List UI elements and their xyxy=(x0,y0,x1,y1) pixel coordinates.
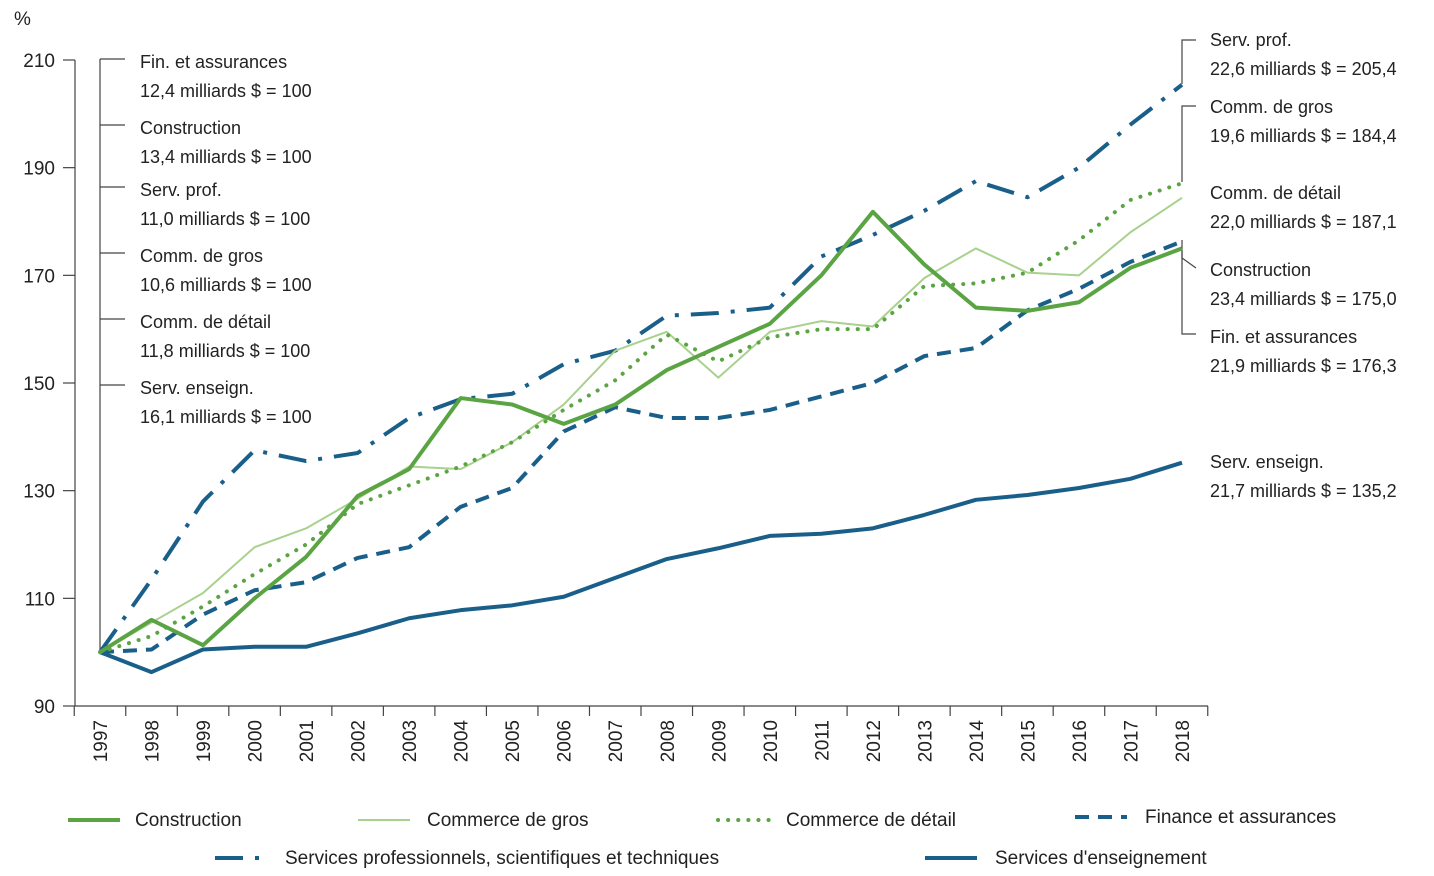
annotation: 13,4 milliards $ = 100 xyxy=(140,147,312,167)
annotation: Comm. de gros xyxy=(1210,97,1333,117)
annotation: 23,4 milliards $ = 175,0 xyxy=(1210,289,1397,309)
x-tick-label: 1997 xyxy=(91,720,112,762)
x-tick-label: 2016 xyxy=(1070,720,1091,762)
annotation: Serv. enseign. xyxy=(1210,452,1324,472)
x-tick-label: 2010 xyxy=(761,720,782,762)
y-tick-label: 210 xyxy=(23,51,55,72)
x-tick-label: 2006 xyxy=(555,720,576,762)
annotation: 11,0 milliards $ = 100 xyxy=(140,209,310,229)
x-tick-label: 2015 xyxy=(1018,720,1039,762)
annotation: Serv. prof. xyxy=(140,180,222,200)
x-tick-label: 2001 xyxy=(297,720,318,762)
annotation: Comm. de détail xyxy=(1210,183,1341,203)
legend-label: Commerce de gros xyxy=(427,810,589,831)
x-tick-label: 2002 xyxy=(349,720,370,762)
annotation: 19,6 milliards $ = 184,4 xyxy=(1210,126,1397,146)
x-tick-label: 2000 xyxy=(246,720,267,762)
annotation: Construction xyxy=(140,118,241,138)
x-tick-label: 2017 xyxy=(1121,720,1142,762)
y-tick-label: 90 xyxy=(34,697,55,718)
x-tick-label: 1999 xyxy=(194,720,215,762)
legend-label: Finance et assurances xyxy=(1145,807,1336,828)
y-axis-label: % xyxy=(14,9,31,30)
right-brackets xyxy=(1181,39,1197,335)
x-tick-label: 2009 xyxy=(709,720,730,762)
y-tick-label: 110 xyxy=(25,589,55,610)
series-line xyxy=(98,209,1183,654)
annotation: Fin. et assurances xyxy=(1210,327,1357,347)
annotation: 21,7 milliards $ = 135,2 xyxy=(1210,481,1397,501)
legend-label: Construction xyxy=(135,810,242,831)
x-tick-label: 2004 xyxy=(452,720,473,763)
y-tick-label: 130 xyxy=(23,482,55,503)
x-tick-label: 2013 xyxy=(915,720,936,762)
legend-label: Services d'enseignement xyxy=(995,848,1207,869)
legend-label: Services professionnels, scientifiques e… xyxy=(285,848,719,869)
annotation: Fin. et assurances xyxy=(140,52,287,72)
annotation: 16,1 milliards $ = 100 xyxy=(140,407,312,427)
y-tick-label: 170 xyxy=(23,266,55,287)
series-line xyxy=(99,239,1183,655)
x-tick-label: 2005 xyxy=(503,720,524,762)
x-tick-label: 2018 xyxy=(1173,720,1194,762)
x-tick-label: 2014 xyxy=(967,720,988,763)
annotation: 12,4 milliards $ = 100 xyxy=(140,81,312,101)
left-brackets xyxy=(99,58,125,652)
annotation: 22,0 milliards $ = 187,1 xyxy=(1210,212,1397,232)
annotation: Serv. prof. xyxy=(1210,30,1292,50)
x-tick-label: 2008 xyxy=(658,720,679,762)
annotation: Construction xyxy=(1210,260,1311,280)
x-tick-label: 2007 xyxy=(606,720,627,762)
x-tick-label: 2011 xyxy=(812,720,833,761)
x-tick-label: 2012 xyxy=(864,720,885,762)
annotation: 21,9 milliards $ = 176,3 xyxy=(1210,356,1397,376)
legend-label: Commerce de détail xyxy=(786,810,956,831)
y-tick-label: 190 xyxy=(23,159,55,180)
series-line xyxy=(99,196,1183,654)
annotation: Comm. de gros xyxy=(140,246,263,266)
annotation: 22,6 milliards $ = 205,4 xyxy=(1210,59,1397,79)
x-tick-label: 1998 xyxy=(143,720,164,762)
series-line xyxy=(99,460,1183,675)
series-line xyxy=(98,83,1184,654)
x-tick-label: 2003 xyxy=(400,720,421,762)
annotation: Serv. enseign. xyxy=(140,378,254,398)
y-tick-label: 150 xyxy=(23,374,55,395)
annotation: 11,8 milliards $ = 100 xyxy=(140,341,310,361)
annotation: Comm. de détail xyxy=(140,312,271,332)
series-line xyxy=(98,181,1184,655)
annotation: 10,6 milliards $ = 100 xyxy=(140,275,312,295)
